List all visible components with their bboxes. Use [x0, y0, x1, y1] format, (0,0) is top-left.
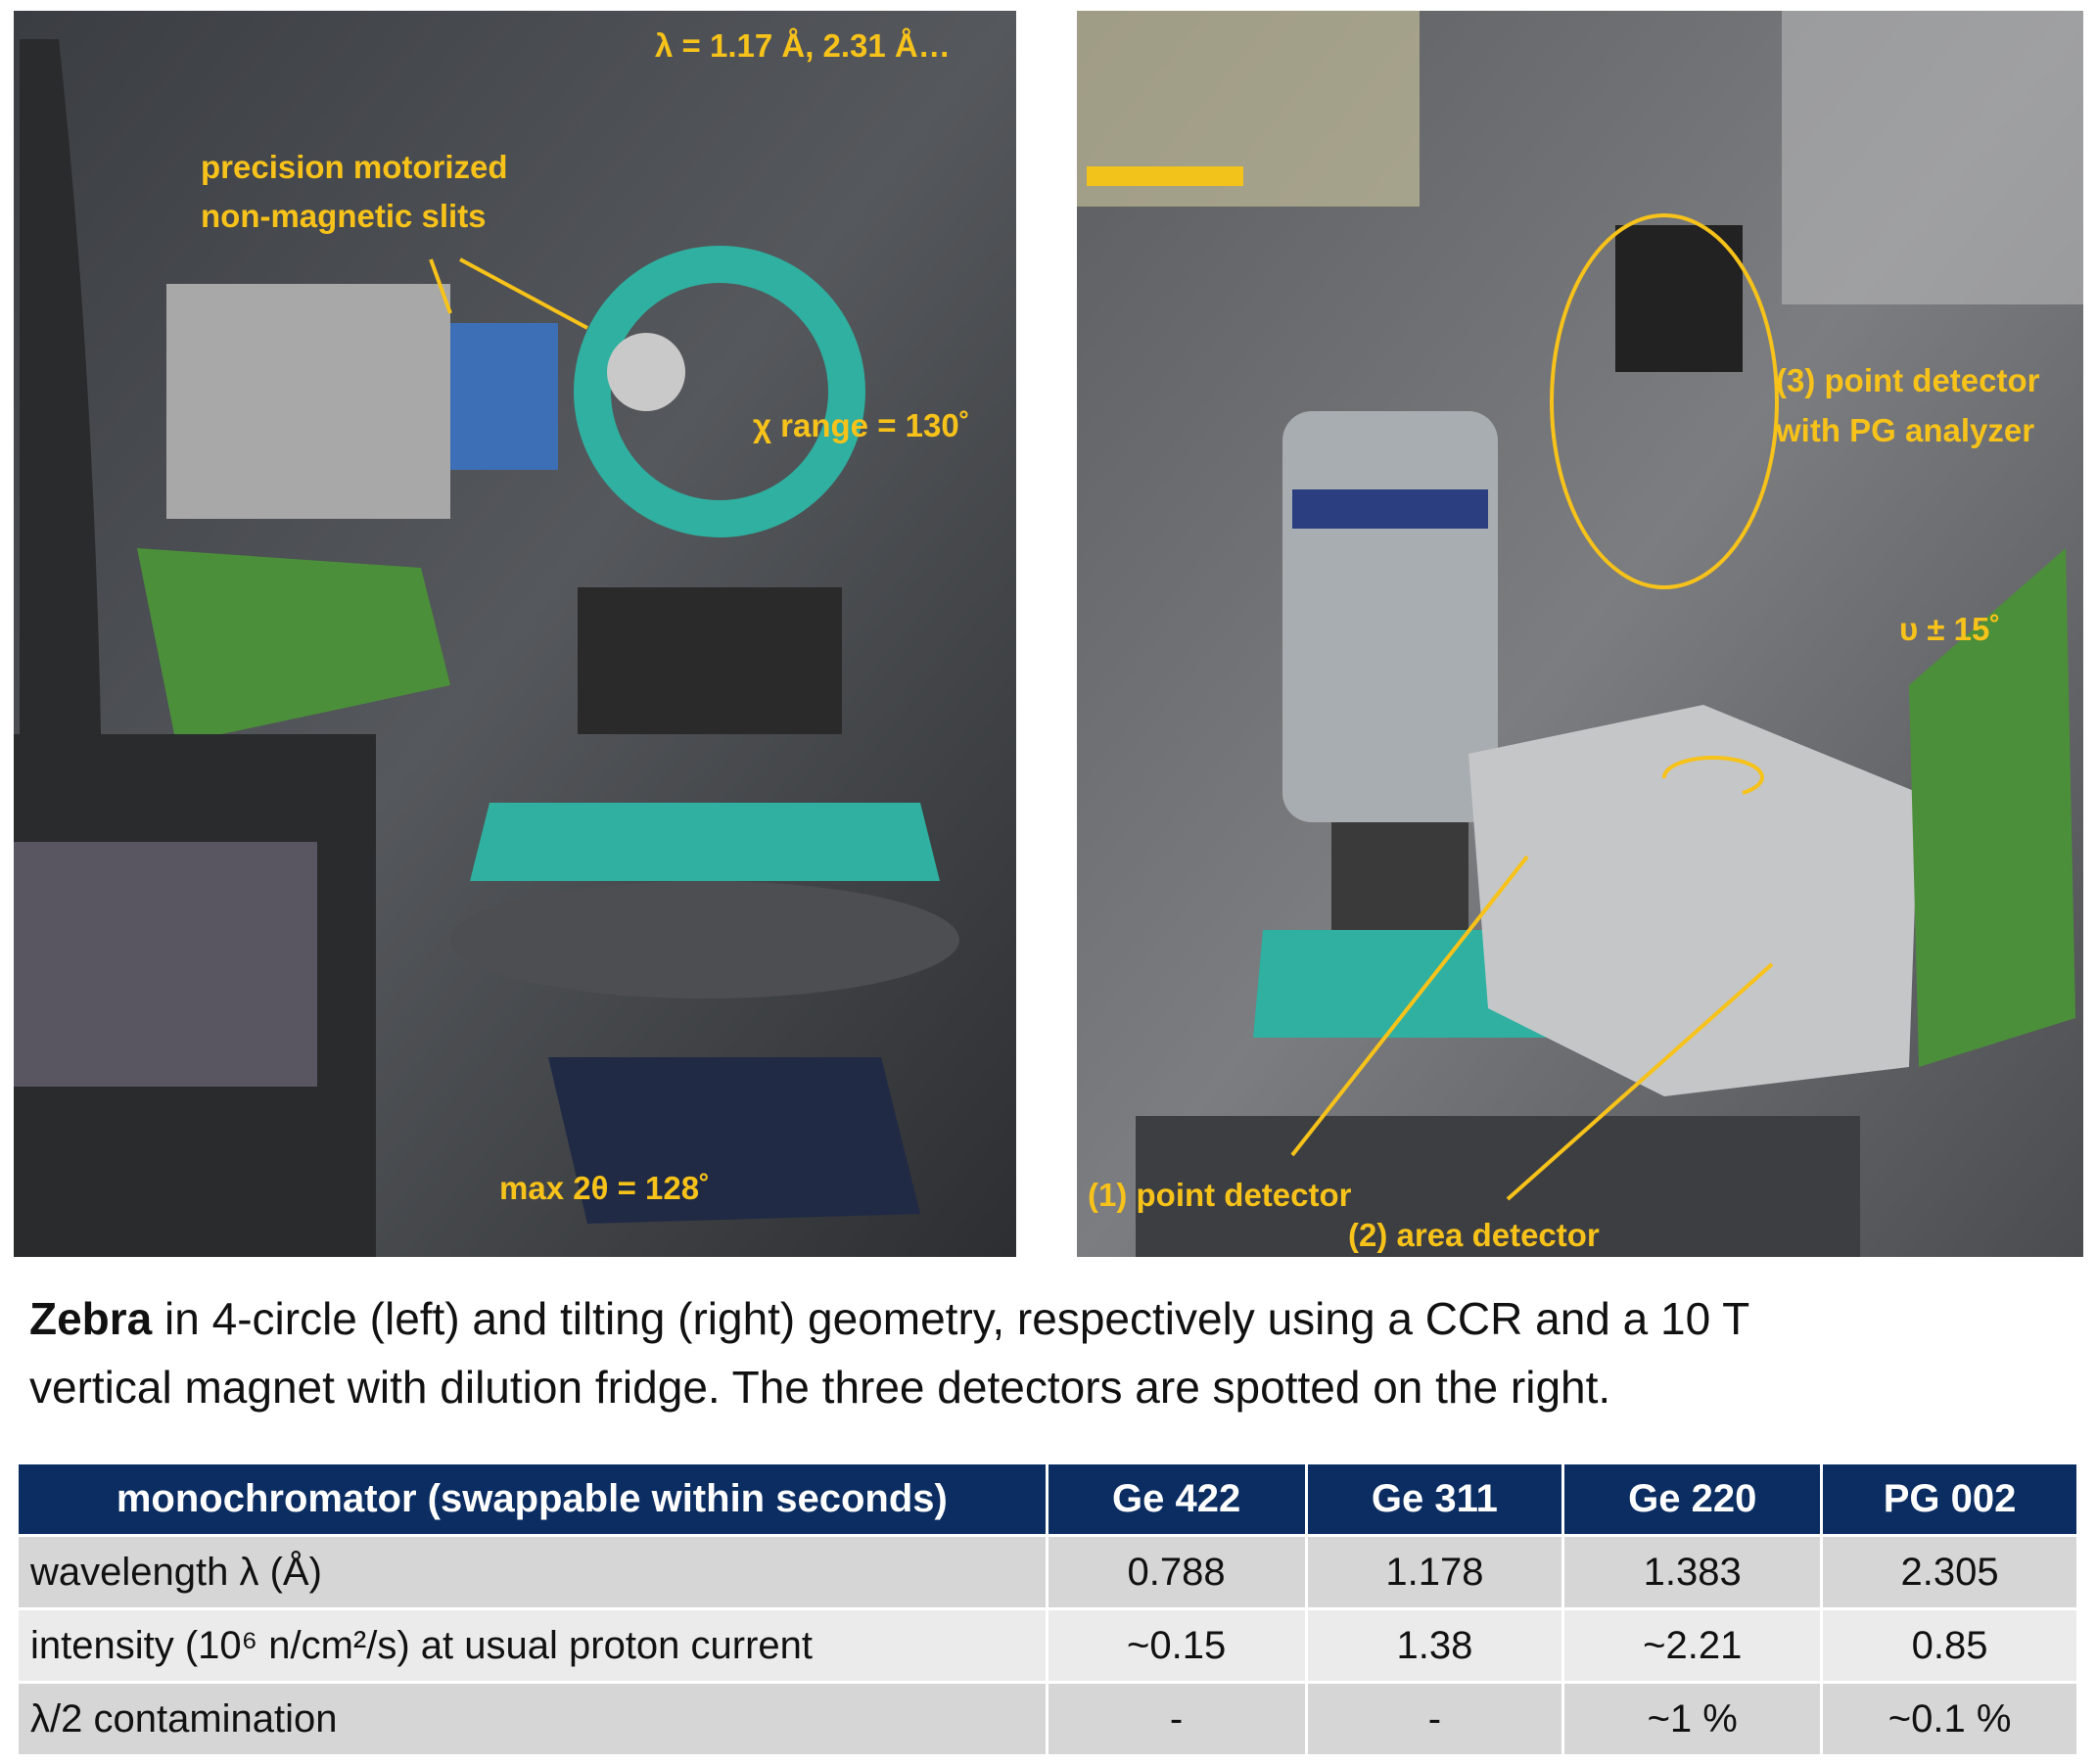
- annotation: non-magnetic slits: [201, 198, 487, 234]
- caption-line: vertical magnet with dilution fridge. Th…: [29, 1353, 2075, 1421]
- table-row: λ/2 contamination - - ~1 % ~0.1 %: [19, 1681, 2079, 1754]
- header-cell: Ge 311: [1306, 1464, 1565, 1536]
- annotation: υ ± 15˚: [1899, 611, 2000, 647]
- table-cell: wavelength λ (Å): [19, 1534, 1048, 1609]
- table-body: wavelength λ (Å) 0.788 1.178 1.383 2.305 inte…: [19, 1534, 2079, 1754]
- table-row: intensity (10⁶ n/cm²/s) at usual proton …: [19, 1607, 2079, 1683]
- photos: λ = 1.17 Å, 2.31 Å… precision motorized …: [14, 11, 2083, 1257]
- arrows: [429, 213, 1779, 1201]
- annotation: precision motorized: [201, 149, 508, 185]
- table-cell: intensity (10⁶ n/cm²/s) at usual proton …: [19, 1607, 1048, 1683]
- table-cell: ~0.1 %: [1821, 1681, 2079, 1754]
- table-row: wavelength λ (Å) 0.788 1.178 1.383 2.305: [19, 1534, 2079, 1609]
- caption-text: in 4-circle (left) and tilting (right) g…: [164, 1293, 1750, 1344]
- table-cell: 0.788: [1047, 1534, 1308, 1609]
- table-cell: -: [1306, 1681, 1565, 1754]
- table-cell: λ/2 contamination: [19, 1681, 1048, 1754]
- annotation: with PG analyzer: [1775, 412, 2034, 448]
- annotation: (3) point detector: [1776, 362, 2040, 398]
- header-cell: Ge 220: [1562, 1464, 1824, 1536]
- caption: Zebra in 4-circle (left) and tilting (ri…: [29, 1284, 2075, 1421]
- table-cell: 1.178: [1306, 1534, 1565, 1609]
- header-cell: PG 002: [1821, 1464, 2079, 1536]
- header-cell: monochromator (swappable within seconds): [19, 1464, 1048, 1536]
- left-photo: [14, 11, 1016, 1257]
- caption-title: Zebra: [29, 1293, 153, 1344]
- table: monochromator (swappable within seconds)…: [19, 1464, 2079, 1754]
- table-cell: 1.38: [1306, 1607, 1565, 1683]
- table-cell: -: [1047, 1681, 1308, 1754]
- annotation: (2) area detector: [1348, 1217, 1600, 1253]
- caption-text: vertical magnet with dilution fridge. Th…: [29, 1362, 1611, 1413]
- annotation: λ = 1.17 Å, 2.31 Å…: [655, 27, 951, 64]
- table-cell: ~0.15: [1047, 1607, 1308, 1683]
- header-row: monochromator (swappable within seconds)…: [19, 1464, 2079, 1536]
- table-cell: ~2.21: [1562, 1607, 1824, 1683]
- table-cell: 2.305: [1821, 1534, 2079, 1609]
- header-cell: Ge 422: [1047, 1464, 1308, 1536]
- table-cell: 0.85: [1821, 1607, 2079, 1683]
- annotation: χ range = 130˚: [753, 407, 970, 443]
- annotation: max 2θ = 128˚: [499, 1170, 710, 1206]
- table-cell: 1.383: [1562, 1534, 1824, 1609]
- caption-line: Zebra in 4-circle (left) and tilting (ri…: [29, 1284, 2075, 1353]
- annotations: λ = 1.17 Å, 2.31 Å… precision motorized …: [201, 27, 2040, 1253]
- annotation: (1) point detector: [1088, 1177, 1352, 1213]
- table-cell: ~1 %: [1562, 1681, 1824, 1754]
- right-photo: [1077, 11, 2083, 1257]
